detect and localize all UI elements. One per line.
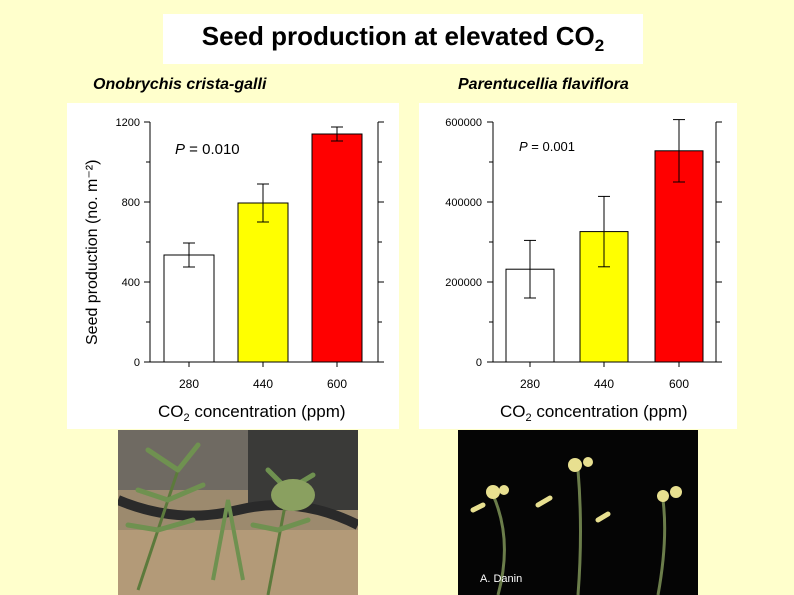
x-tick-label: 600 bbox=[669, 377, 689, 391]
p-value-symbol: P bbox=[175, 141, 185, 158]
p-value-symbol: P bbox=[519, 139, 528, 154]
p-value-number: = 0.010 bbox=[185, 141, 240, 158]
x-axis-label-sub: 2 bbox=[526, 412, 532, 424]
title-box: Seed production at elevated CO2 bbox=[163, 14, 643, 64]
onobrychis-plant-image bbox=[118, 430, 358, 595]
y-tick-label: 0 bbox=[134, 357, 140, 369]
bar-600 bbox=[311, 133, 363, 363]
photo-parentucellia: A. Danin bbox=[458, 430, 698, 595]
photo-credit: A. Danin bbox=[480, 573, 523, 585]
y-tick-label: 200000 bbox=[445, 277, 482, 289]
x-tick-label: 600 bbox=[327, 377, 347, 391]
x-axis-label-main: CO bbox=[158, 402, 184, 421]
p-value-label: P = 0.010 bbox=[175, 141, 240, 158]
chart-parentucellia: 0 200000 400000 600000 280 440 600 P = 0.001 CO2… bbox=[445, 117, 722, 424]
x-axis-label-main: CO bbox=[500, 402, 526, 421]
x-tick-label: 440 bbox=[253, 377, 273, 391]
x-tick-label: 440 bbox=[594, 377, 614, 391]
x-axis-label-sub: 2 bbox=[184, 412, 190, 424]
p-value-number: = 0.001 bbox=[528, 139, 575, 154]
y-tick-label: 400000 bbox=[445, 197, 482, 209]
bar-440 bbox=[237, 202, 289, 363]
parentucellia-plant-image bbox=[458, 430, 698, 595]
y-tick-label: 1200 bbox=[116, 117, 140, 129]
x-tick-label: 280 bbox=[179, 377, 199, 391]
x-axis-label-rest: concentration (ppm) bbox=[190, 402, 346, 421]
x-axis-label: CO2 concentration (ppm) bbox=[158, 402, 346, 424]
y-tick-label: 400 bbox=[122, 277, 140, 289]
species-label-left: Onobrychis crista-galli bbox=[93, 76, 267, 93]
y-tick-label: 0 bbox=[476, 357, 482, 369]
y-tick-label: 800 bbox=[122, 197, 140, 209]
species-label-right: Parentucellia flaviflora bbox=[458, 76, 629, 93]
page-title: Seed production at elevated CO2 bbox=[201, 21, 605, 56]
p-value-label: P = 0.001 bbox=[519, 139, 575, 154]
y-tick-label: 600000 bbox=[445, 117, 482, 129]
photo-onobrychis bbox=[118, 430, 358, 595]
x-axis-label: CO2 concentration (ppm) bbox=[500, 402, 688, 424]
bar-280 bbox=[163, 254, 215, 363]
x-axis-label-rest: concentration (ppm) bbox=[532, 402, 688, 421]
x-tick-label: 280 bbox=[520, 377, 540, 391]
chart-onobrychis: 0 400 800 1200 280 440 600 P = 0.010 CO2 concent… bbox=[116, 117, 384, 424]
bar-600 bbox=[654, 150, 704, 363]
